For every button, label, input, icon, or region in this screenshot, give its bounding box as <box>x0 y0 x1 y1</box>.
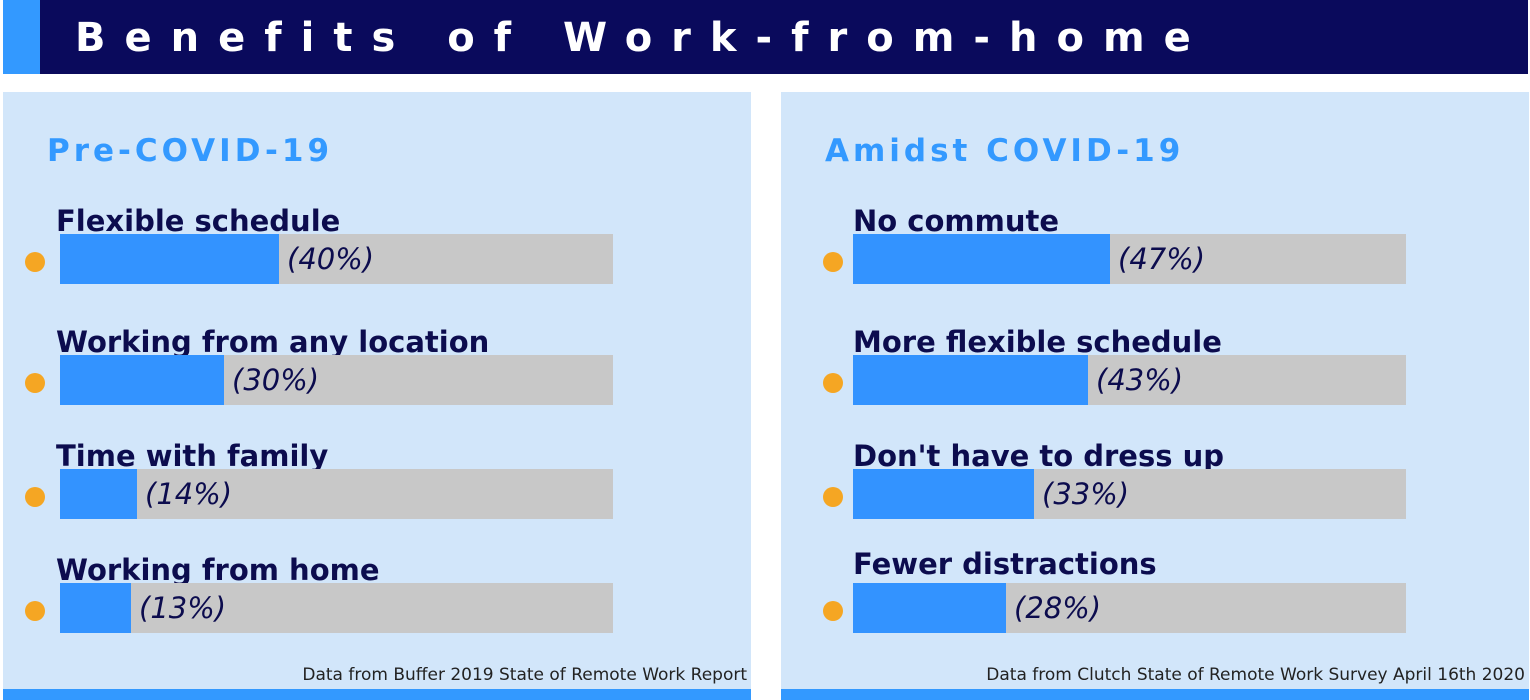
page-title: Benefits of Work-from-home <box>75 15 1210 61</box>
bar-item-no-commute: No commute (47%) <box>781 203 1529 313</box>
panel-bottom-stripe <box>3 689 751 700</box>
bullet-dot <box>25 252 45 272</box>
bar-item-more-flexible-schedule: More flexible schedule (43%) <box>781 324 1529 434</box>
bullet-dot <box>25 601 45 621</box>
bar-label: Flexible schedule <box>56 204 341 238</box>
bullet-dot <box>823 373 843 393</box>
bar-label: Fewer distractions <box>853 547 1157 581</box>
bar-value-label: (43%) <box>1096 363 1184 397</box>
bar-track: (43%) <box>853 355 1406 405</box>
bar-value-label: (14%) <box>145 477 233 511</box>
bar-track: (30%) <box>60 355 613 405</box>
bar-item-fewer-distractions: Fewer distractions (28%) <box>781 547 1529 662</box>
bar-item-working-from-any-location: Working from any location (30%) <box>3 324 751 434</box>
bar-value-label: (33%) <box>1042 477 1130 511</box>
bar-label: No commute <box>853 204 1060 238</box>
bar-item-flexible-schedule: Flexible schedule (40%) <box>3 203 751 313</box>
bar-track: (47%) <box>853 234 1406 284</box>
bar-value-label: (47%) <box>1118 242 1206 276</box>
bar-fill <box>853 234 1110 284</box>
bar-value-label: (30%) <box>232 363 320 397</box>
bar-value-label: (13%) <box>139 591 227 625</box>
bar-fill <box>853 583 1006 633</box>
bullet-dot <box>823 252 843 272</box>
header-banner: Benefits of Work-from-home <box>3 0 1528 74</box>
bar-fill <box>60 234 279 284</box>
bar-fill <box>60 355 224 405</box>
amidst-covid-panel: Amidst COVID-19 No commute (47%) More fl… <box>781 92 1529 700</box>
panel-bottom-stripe <box>781 689 1529 700</box>
bar-label: Don't have to dress up <box>853 439 1224 473</box>
bar-track: (28%) <box>853 583 1406 633</box>
bar-label: Working from any location <box>56 325 490 359</box>
bar-fill <box>853 355 1088 405</box>
bar-item-dont-have-to-dress-up: Don't have to dress up (33%) <box>781 438 1529 548</box>
bar-label: Working from home <box>56 553 380 587</box>
bar-label: More flexible schedule <box>853 325 1222 359</box>
bullet-dot <box>25 487 45 507</box>
panel-title-pre-covid: Pre-COVID-19 <box>47 133 334 169</box>
bar-fill <box>853 469 1034 519</box>
bullet-dot <box>823 487 843 507</box>
bullet-dot <box>823 601 843 621</box>
pre-covid-panel: Pre-COVID-19 Flexible schedule (40%) Wor… <box>3 92 751 700</box>
bar-track: (13%) <box>60 583 613 633</box>
bar-track: (40%) <box>60 234 613 284</box>
bullet-dot <box>25 373 45 393</box>
bar-item-working-from-home: Working from home (13%) <box>3 552 751 662</box>
source-note: Data from Clutch State of Remote Work Su… <box>986 665 1525 685</box>
bar-value-label: (40%) <box>287 242 375 276</box>
bar-track: (33%) <box>853 469 1406 519</box>
bar-track: (14%) <box>60 469 613 519</box>
bar-value-label: (28%) <box>1014 591 1102 625</box>
bar-label: Time with family <box>56 439 329 473</box>
bar-fill <box>60 469 137 519</box>
bar-fill <box>60 583 131 633</box>
header-accent-stripe <box>3 0 40 74</box>
source-note: Data from Buffer 2019 State of Remote Wo… <box>302 665 747 685</box>
panel-title-amidst-covid: Amidst COVID-19 <box>825 133 1185 169</box>
bar-item-time-with-family: Time with family (14%) <box>3 438 751 548</box>
